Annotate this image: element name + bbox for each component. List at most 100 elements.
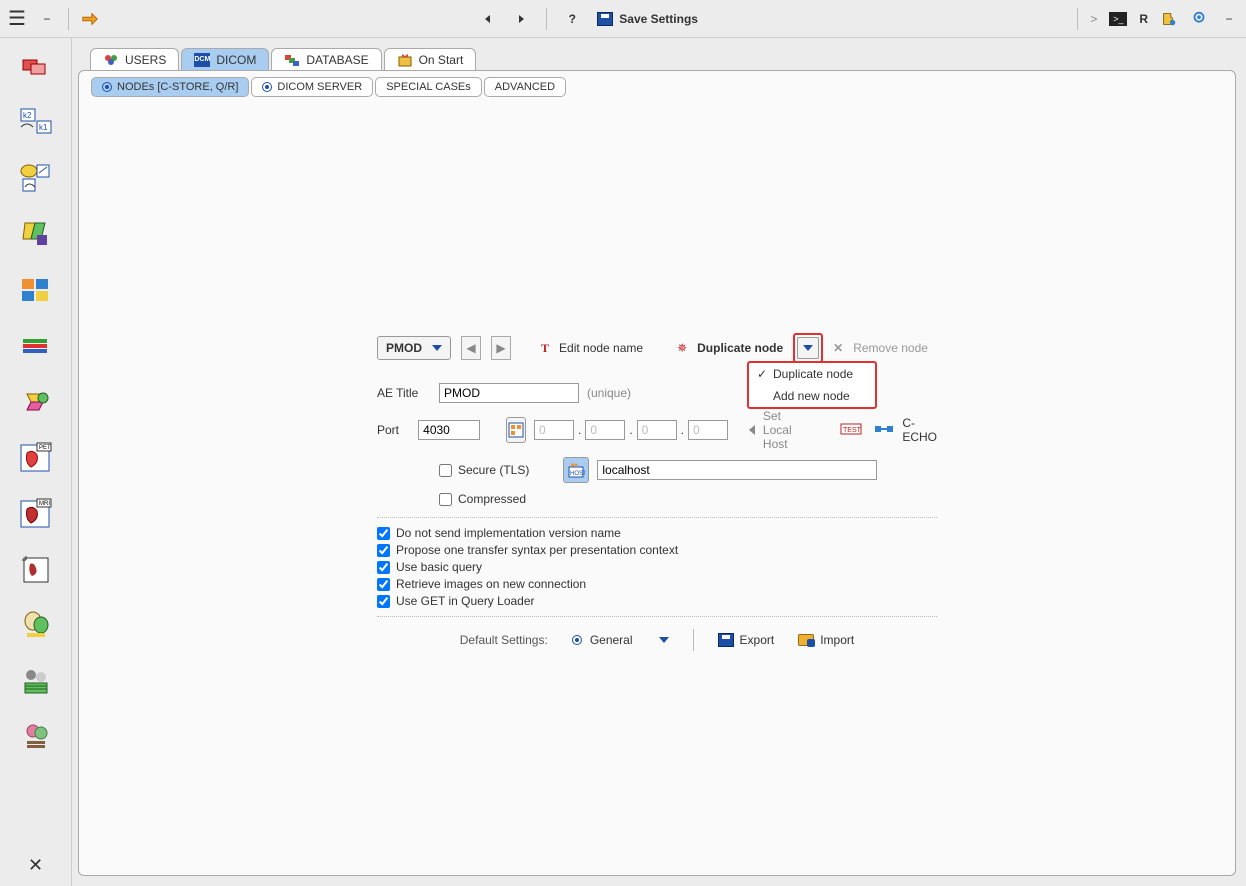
menu-add-node[interactable]: Add new node	[749, 385, 875, 407]
subtab-label: NODEs [C-STORE, Q/R]	[117, 81, 238, 93]
subtab-nodes[interactable]: NODEs [C-STORE, Q/R]	[91, 77, 249, 97]
dcm-icon: DCM	[194, 53, 210, 67]
check-basic-query[interactable]	[377, 561, 390, 574]
set-local-host[interactable]: Set Local Host	[763, 409, 811, 451]
ip-seg-2[interactable]	[585, 420, 625, 440]
ip-picker-icon[interactable]	[506, 417, 526, 443]
sidebar-item-2[interactable]: k2k1	[16, 102, 56, 142]
edit-node-name[interactable]: Edit node name	[559, 341, 643, 355]
check-impl-version[interactable]	[377, 527, 390, 540]
text-icon: T	[541, 341, 549, 356]
target-icon	[572, 635, 582, 645]
minimize2-icon[interactable]: −	[1220, 10, 1238, 28]
next-node-button[interactable]: ▶	[491, 336, 511, 360]
general-select[interactable]: General	[572, 633, 669, 647]
ip-seg-4[interactable]	[688, 420, 728, 440]
check-icon: ✓	[757, 367, 767, 381]
check-transfer-syntax[interactable]	[377, 544, 390, 557]
secure-checkbox[interactable]	[439, 464, 452, 477]
tab-users[interactable]: USERS	[90, 48, 179, 71]
divider	[377, 616, 937, 617]
minimize-icon[interactable]: −	[38, 10, 56, 28]
sidebar-close-icon[interactable]: ✕	[28, 855, 43, 876]
forward-icon[interactable]	[81, 10, 99, 28]
tab-database[interactable]: DATABASE	[271, 48, 381, 71]
dot: .	[629, 423, 632, 437]
host-input[interactable]	[597, 460, 877, 480]
sidebar-item-11[interactable]	[16, 606, 56, 646]
prev-node-button[interactable]: ◀	[461, 336, 481, 360]
default-settings-label: Default Settings:	[460, 633, 548, 647]
check-label: Do not send implementation version name	[396, 526, 621, 540]
folder-icon	[798, 634, 814, 646]
sidebar-item-8[interactable]: PET	[16, 438, 56, 478]
sidebar-item-10[interactable]	[16, 550, 56, 590]
next-icon[interactable]	[512, 10, 530, 28]
sidebar-item-12[interactable]	[16, 662, 56, 702]
spark-icon: ✵	[677, 341, 687, 355]
check-use-get[interactable]	[377, 595, 390, 608]
separator	[1077, 8, 1078, 30]
sidebar-item-1[interactable]	[16, 46, 56, 86]
sidebar-item-9[interactable]: MRI	[16, 494, 56, 534]
r-button[interactable]: R	[1139, 12, 1148, 26]
subtab-special[interactable]: SPECIAL CASEs	[375, 77, 482, 97]
sidebar-item-6[interactable]	[16, 326, 56, 366]
check-label: Propose one transfer syntax per presenta…	[396, 543, 678, 557]
check-label: Use GET in Query Loader	[396, 594, 535, 608]
disk-icon	[718, 633, 734, 647]
eye-icon[interactable]	[1190, 10, 1208, 28]
prev-icon[interactable]	[478, 10, 496, 28]
dot: .	[681, 423, 684, 437]
remove-node[interactable]: Remove node	[853, 341, 928, 355]
node-select[interactable]: PMOD	[377, 336, 451, 360]
save-settings-button[interactable]: Save Settings	[597, 12, 698, 26]
database-icon	[284, 53, 300, 67]
chevron-down-icon	[659, 637, 669, 643]
tab-label: DICOM	[216, 53, 256, 67]
sidebar-item-4[interactable]	[16, 214, 56, 254]
check-retrieve-new[interactable]	[377, 578, 390, 591]
svg-text:k1: k1	[39, 123, 48, 132]
ae-title-label: AE Title	[377, 386, 431, 400]
ip-seg-3[interactable]	[637, 420, 677, 440]
sidebar-item-5[interactable]	[16, 270, 56, 310]
puzzle-icon[interactable]	[1160, 10, 1178, 28]
svg-text:PET: PET	[39, 445, 51, 451]
target-icon	[262, 82, 272, 92]
node-action-dropdown[interactable]	[797, 337, 819, 359]
main-tabs: USERS DCM DICOM DATABASE On Start	[90, 48, 1236, 71]
target-icon	[102, 82, 112, 92]
subtab-label: DICOM SERVER	[277, 81, 362, 93]
menu-icon[interactable]: ☰	[8, 6, 26, 31]
subtab-advanced[interactable]: ADVANCED	[484, 77, 566, 97]
sidebar-item-13[interactable]	[16, 718, 56, 758]
import-button[interactable]: Import	[798, 633, 854, 647]
link-icon	[874, 423, 894, 438]
ae-title-input[interactable]	[439, 383, 579, 403]
compressed-checkbox[interactable]	[439, 493, 452, 506]
sidebar-item-7[interactable]	[16, 382, 56, 422]
test-icon[interactable]: TEST	[840, 420, 866, 441]
divider	[377, 517, 937, 518]
duplicate-node[interactable]: Duplicate node	[697, 341, 783, 355]
x-icon: ✕	[833, 341, 843, 355]
gt-label[interactable]: >	[1090, 12, 1097, 26]
menu-duplicate-node[interactable]: ✓ Duplicate node	[749, 363, 875, 385]
general-label: General	[590, 633, 633, 647]
subtab-server[interactable]: DICOM SERVER	[251, 77, 373, 97]
topbar: ☰ − ? Save Settings > >_ R −	[0, 0, 1246, 38]
tab-onstart[interactable]: On Start	[384, 48, 477, 71]
terminal-icon[interactable]: >_	[1109, 12, 1127, 26]
export-button[interactable]: Export	[718, 633, 775, 647]
subtab-label: ADVANCED	[495, 81, 555, 93]
ip-seg-1[interactable]	[534, 420, 574, 440]
sidebar-item-3[interactable]	[16, 158, 56, 198]
menu-label: Duplicate node	[773, 367, 853, 381]
tab-dicom[interactable]: DCM DICOM	[181, 48, 269, 71]
port-input[interactable]	[418, 420, 480, 440]
check-label: Retrieve images on new connection	[396, 577, 586, 591]
cecho-label[interactable]: C-ECHO	[902, 416, 937, 444]
host-icon[interactable]: HOST	[563, 457, 589, 483]
help-icon[interactable]: ?	[563, 10, 581, 28]
